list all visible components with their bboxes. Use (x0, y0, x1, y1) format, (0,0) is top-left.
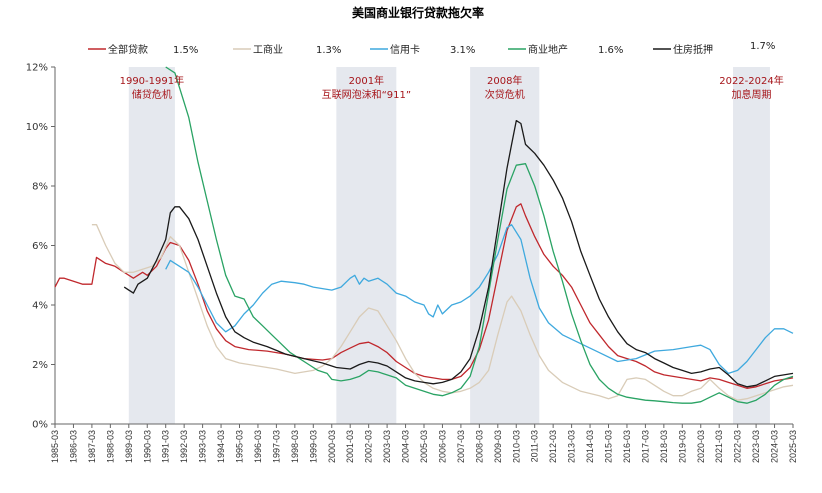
shaded-period (470, 67, 540, 424)
x-tick-label: 2016-03 (622, 430, 632, 463)
shaded-period (733, 67, 770, 424)
series-line (123, 119, 794, 388)
x-tick-label: 2006-03 (437, 430, 447, 463)
y-tick-label: 0% (32, 420, 48, 431)
series-line (54, 203, 794, 389)
y-tick-label: 12% (26, 63, 48, 74)
y-tick-label: 8% (32, 182, 48, 193)
x-tick-label: 1987-03 (87, 430, 97, 463)
shaded-period (336, 67, 397, 424)
x-tick-label: 2018-03 (659, 430, 669, 463)
period-annotation: 互联网泡沫和“911” (322, 88, 411, 101)
legend-latest-value: 3.1% (450, 45, 475, 56)
recession-shading-group (128, 67, 770, 424)
x-tick-label: 2000-03 (327, 430, 337, 463)
x-tick-label: 1998-03 (290, 430, 300, 463)
x-tick-label: 2024-03 (770, 430, 780, 463)
legend-latest-value: 1.7% (750, 41, 775, 52)
x-tick-label: 1992-03 (179, 430, 189, 463)
x-tick-label: 1990-03 (142, 430, 152, 463)
x-tick-label: 2025-03 (788, 430, 798, 463)
x-tick-label: 2002-03 (364, 430, 374, 463)
legend-label: 住房抵押 (673, 43, 713, 56)
legend-label: 信用卡 (390, 43, 420, 56)
period-annotation: 2022-2024年 (719, 74, 784, 87)
x-tick-label: 2021-03 (714, 430, 724, 463)
x-tick-label: 2005-03 (419, 430, 429, 463)
period-annotation: 储贷危机 (132, 88, 172, 101)
x-tick-label: 1988-03 (105, 430, 115, 463)
series-line (165, 66, 794, 404)
x-tick-label: 2001-03 (345, 430, 355, 463)
legend-label: 工商业 (253, 43, 283, 56)
legend-label: 商业地产 (528, 43, 568, 56)
x-tick-label: 2010-03 (511, 430, 521, 463)
y-tick-label: 4% (32, 301, 48, 312)
legend: 全部贷款 1.5% 工商业 1.3% 信用卡 3.1% 商业地产 1.6% 住房抵押 1.7% (88, 41, 775, 56)
y-tick-label: 10% (26, 122, 48, 133)
x-tick-label: 1985-03 (50, 430, 60, 463)
x-tick-label: 1986-03 (68, 430, 78, 463)
x-tick-label: 1999-03 (308, 430, 318, 463)
x-tick-label: 1996-03 (253, 430, 263, 463)
x-tick-label: 2020-03 (696, 430, 706, 463)
x-tick-label: 2023-03 (751, 430, 761, 463)
legend-latest-value: 1.5% (173, 45, 198, 56)
series-line (91, 224, 794, 401)
period-annotation: 次贷危机 (485, 88, 525, 101)
x-tick-label: 1994-03 (216, 430, 226, 463)
x-tick-label: 1997-03 (271, 430, 281, 463)
x-tick-label: 2014-03 (585, 430, 595, 463)
x-tick-label: 2022-03 (733, 430, 743, 463)
period-annotation: 2008年 (487, 74, 522, 87)
legend-latest-value: 1.6% (598, 45, 623, 56)
chart-title: 美国商业银行贷款拖欠率 (352, 5, 484, 20)
x-tick-label: 2004-03 (401, 430, 411, 463)
y-tick-label: 2% (32, 360, 48, 371)
legend-latest-value: 1.3% (316, 45, 341, 56)
x-tick-label: 2015-03 (604, 430, 614, 463)
period-annotation: 加息周期 (731, 88, 771, 101)
x-tick-label: 2012-03 (548, 430, 558, 463)
x-tick-label: 2008-03 (474, 430, 484, 463)
series-lines (54, 66, 794, 404)
x-tick-label: 1991-03 (161, 430, 171, 463)
x-tick-label: 2017-03 (640, 430, 650, 463)
axes: 0% 2% 4% 6% 8% 10% 12% 1985-03 1986-03 1987-03 198… (26, 63, 798, 464)
x-tick-label: 1993-03 (198, 430, 208, 463)
x-tick-label: 2013-03 (567, 430, 577, 463)
x-tick-label: 1995-03 (235, 430, 245, 463)
x-tick-label: 2009-03 (493, 430, 503, 463)
x-tick-label: 2003-03 (382, 430, 392, 463)
series-line (165, 224, 794, 375)
period-annotation: 1990-1991年 (120, 74, 185, 87)
x-tick-label: 1989-03 (124, 430, 134, 463)
x-tick-label: 2011-03 (530, 430, 540, 462)
legend-label: 全部贷款 (108, 43, 148, 56)
period-annotation: 2001年 (349, 74, 384, 87)
y-tick-label: 6% (32, 241, 48, 252)
x-tick-label: 2019-03 (677, 430, 687, 463)
x-tick-label: 2007-03 (456, 430, 466, 463)
